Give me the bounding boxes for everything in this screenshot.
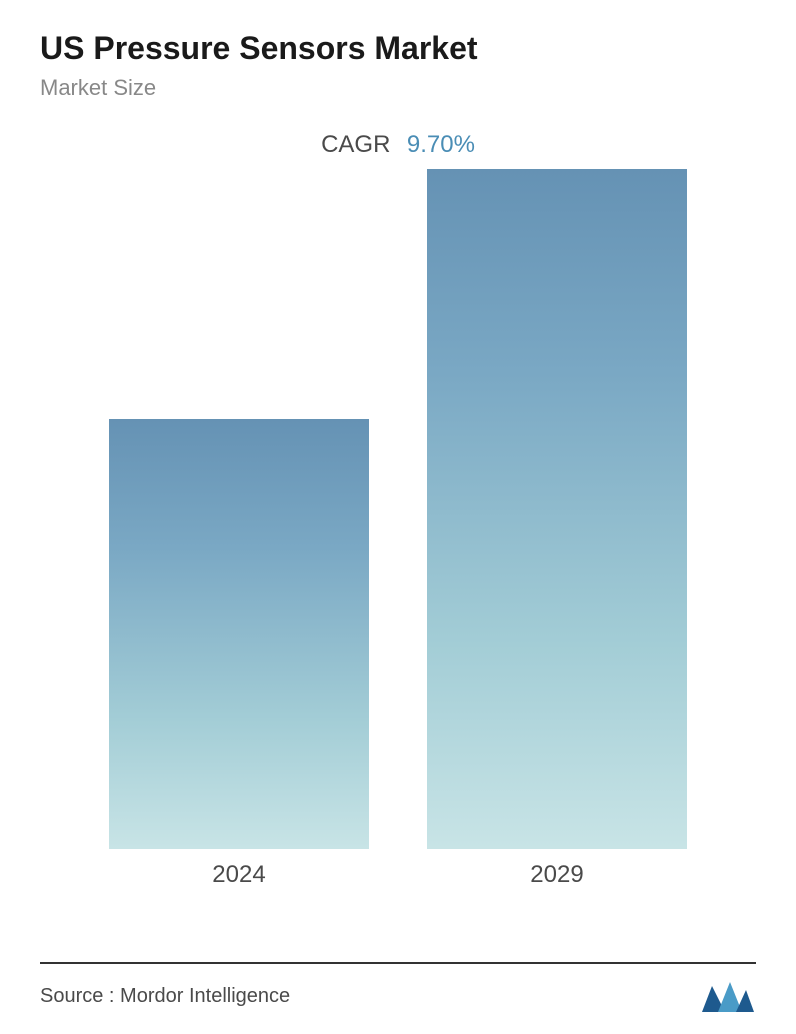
source-attribution: Source : Mordor Intelligence <box>40 985 290 1008</box>
cagr-label: CAGR <box>321 131 390 158</box>
bar-label-2024: 2024 <box>212 861 265 889</box>
chart-subtitle: Market Size <box>40 75 756 101</box>
bar-2024 <box>109 419 369 849</box>
cagr-value: 9.70% <box>407 131 475 158</box>
bar-2029 <box>427 169 687 849</box>
chart-title: US Pressure Sensors Market <box>40 30 756 67</box>
mordor-logo-icon <box>700 978 756 1014</box>
bar-label-2029: 2029 <box>530 861 583 889</box>
bar-group-2029: 2029 <box>427 169 687 889</box>
source-name: Mordor Intelligence <box>120 985 290 1007</box>
source-label: Source : <box>40 985 114 1007</box>
bar-chart: 2024 2029 <box>40 209 756 889</box>
bar-group-2024: 2024 <box>109 419 369 889</box>
cagr-container: CAGR 9.70% <box>40 131 756 159</box>
footer: Source : Mordor Intelligence <box>40 962 756 1014</box>
